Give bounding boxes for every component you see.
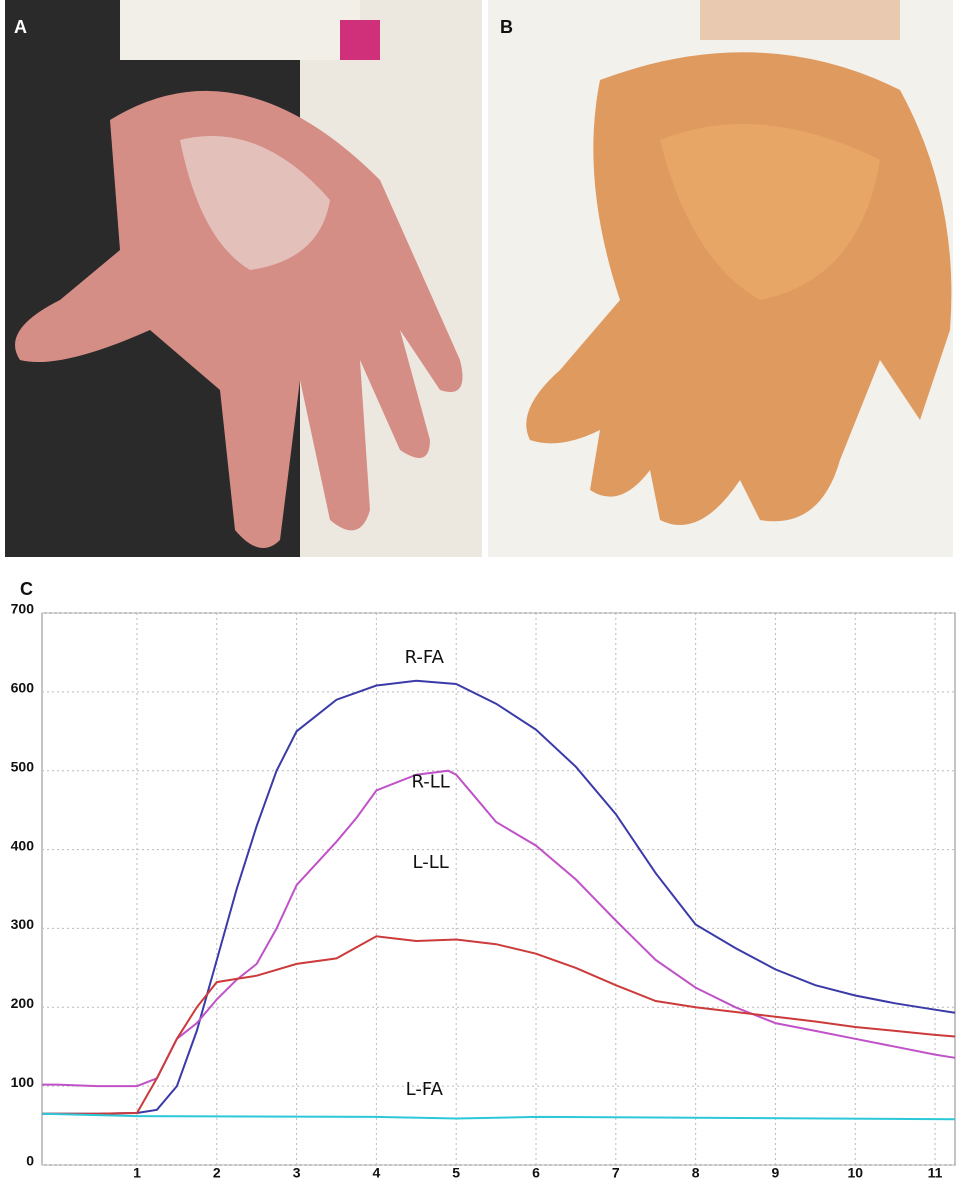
x-tick-label: 3	[293, 1165, 301, 1181]
photo-a	[5, 0, 482, 557]
y-tick-label: 600	[11, 680, 35, 696]
y-tick-label: 200	[11, 995, 35, 1011]
x-tick-label: 6	[532, 1165, 540, 1181]
x-tick-label: 9	[772, 1165, 780, 1181]
panel-label: B	[500, 17, 513, 37]
panel-label: C	[20, 579, 33, 599]
y-tick-label: 300	[11, 916, 35, 932]
x-tick-label: 10	[847, 1165, 863, 1181]
panel-label: A	[14, 17, 27, 37]
line-label: L-FA	[406, 1079, 444, 1100]
figure: A B C 0 100 200 300 400 500 600 700 1 2 3 4 5 6 7 8 9 10 1…	[0, 0, 959, 1183]
y-tick-label: 700	[11, 601, 35, 617]
y-tick-label: 400	[11, 837, 35, 853]
y-tick-label: 0	[26, 1153, 34, 1169]
x-tick-label: 5	[452, 1165, 460, 1181]
x-tick-label: 2	[213, 1165, 221, 1181]
line-label: L-LL	[413, 852, 449, 873]
y-tick-label: 100	[11, 1074, 35, 1090]
x-tick-label: 11	[928, 1165, 943, 1181]
line-label: R-FA	[405, 647, 445, 668]
y-tick-label: 500	[11, 758, 35, 774]
line-label: R-LL	[411, 772, 449, 793]
photo-b	[488, 0, 953, 557]
x-tick-label: 7	[612, 1165, 620, 1181]
x-tick-label: 1	[133, 1165, 141, 1181]
x-tick-label: 8	[692, 1165, 700, 1181]
x-tick-label: 4	[372, 1165, 380, 1181]
